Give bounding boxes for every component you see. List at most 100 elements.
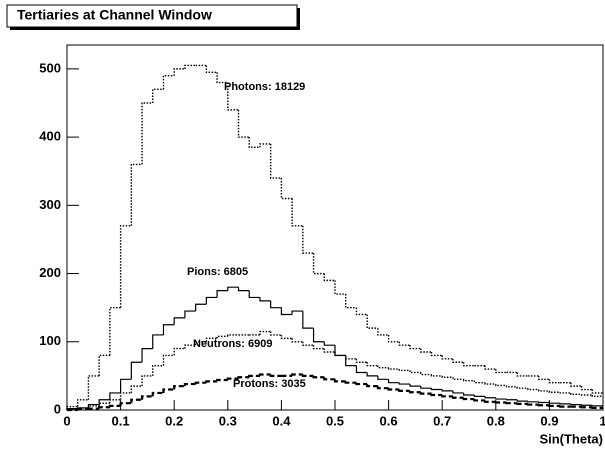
histogram-step: [312, 328, 325, 343]
histogram-step: [377, 328, 389, 336]
histogram-step: [548, 379, 561, 384]
histogram-step: [77, 399, 89, 407]
histogram-step: [462, 362, 475, 367]
histogram-step: [591, 406, 603, 410]
histogram-step: [301, 374, 314, 377]
histogram-step: [398, 341, 411, 346]
histogram-step: [591, 405, 603, 407]
histogram-step: [302, 225, 314, 254]
histogram-step: [484, 396, 496, 399]
histogram-step: [334, 352, 346, 357]
histogram-step: [302, 341, 314, 346]
histogram-step: [312, 253, 325, 275]
histogram-step: [570, 403, 582, 406]
histogram-step: [441, 389, 453, 392]
histogram-step: [430, 393, 443, 397]
histogram-step: [98, 406, 110, 409]
x-tick-label: 0.4: [272, 413, 291, 428]
histogram-step: [119, 392, 132, 400]
histogram-step: [184, 344, 196, 349]
x-tick-label: 0.1: [112, 413, 130, 428]
histogram-step: [162, 324, 175, 335]
histogram-step: [355, 382, 368, 386]
histogram-step: [505, 399, 518, 401]
histogram-step: [173, 68, 185, 76]
histogram-step: [109, 306, 121, 356]
histogram-step: [259, 143, 271, 148]
histogram-step: [237, 109, 250, 138]
histogram-step: [388, 379, 400, 384]
histogram-step: [227, 286, 239, 291]
histogram-step: [580, 386, 593, 391]
histogram-step: [580, 394, 593, 396]
series-annotation: Pions: 6805: [187, 266, 248, 278]
histogram-step: [152, 88, 164, 103]
histogram-step: [87, 405, 100, 408]
histogram-step: [408, 390, 421, 394]
histogram-step: [355, 358, 368, 363]
histogram-step: [452, 377, 464, 380]
y-tick-label: 100: [39, 333, 61, 348]
histogram-step: [119, 225, 132, 308]
histogram-step: [98, 402, 110, 406]
histogram-step: [591, 394, 603, 398]
histogram-step: [291, 338, 303, 343]
histogram-step: [580, 406, 593, 409]
histogram-step: [484, 382, 496, 385]
histogram-step: [141, 102, 153, 165]
histogram-step: [87, 375, 100, 400]
histogram-step: [312, 345, 325, 350]
series-annotation: Neutrons: 6909: [193, 338, 272, 350]
histogram-step: [495, 384, 507, 387]
histogram-step: [98, 354, 110, 376]
x-tick-label: 0.9: [540, 413, 558, 428]
histogram-step: [377, 375, 389, 380]
histogram-step: [323, 273, 335, 282]
histogram-step: [120, 378, 132, 393]
title-box: [6, 4, 298, 28]
chart-title: Tertiaries at Channel Window: [17, 7, 212, 23]
histogram-step: [462, 397, 475, 401]
histogram-step: [162, 388, 175, 393]
histogram-step: [141, 347, 153, 363]
histogram-step: [441, 375, 453, 378]
histogram-step: [526, 403, 539, 406]
histogram-step: [409, 384, 421, 387]
histogram-step: [323, 341, 335, 346]
x-tick-label: 0.5: [326, 413, 344, 428]
histogram-step: [237, 287, 250, 292]
histogram-step: [345, 294, 357, 309]
y-tick-label: 0: [54, 401, 61, 416]
x-tick-label: 0.7: [433, 413, 451, 428]
histogram-step: [248, 290, 260, 299]
histogram-step: [420, 348, 432, 353]
histogram-step: [270, 300, 282, 309]
histogram-step: [194, 341, 207, 346]
histogram-step: [473, 380, 486, 384]
histogram-step: [452, 358, 464, 363]
histogram-step: [140, 395, 153, 400]
histogram-step: [376, 386, 389, 390]
histogram-step: [205, 65, 218, 73]
histogram-step: [194, 381, 207, 385]
histogram-step: [451, 396, 464, 399]
histogram-step: [248, 374, 260, 378]
histogram-step: [76, 408, 89, 411]
histogram-step: [430, 388, 443, 391]
histogram-step: [505, 385, 518, 388]
histogram-step: [130, 163, 143, 226]
histogram-step: [173, 385, 185, 390]
histogram-step: [516, 386, 528, 389]
histogram-step: [259, 330, 271, 335]
histogram-step: [548, 402, 561, 404]
histogram-step: [409, 370, 421, 374]
histogram-step: [87, 407, 100, 410]
histogram-step: [355, 365, 368, 374]
histogram-step: [495, 397, 507, 400]
histogram-step: [344, 381, 357, 384]
histogram-step: [312, 375, 325, 379]
histogram-step: [184, 310, 196, 318]
histogram-step: [248, 137, 260, 149]
histogram-step: [184, 64, 196, 69]
